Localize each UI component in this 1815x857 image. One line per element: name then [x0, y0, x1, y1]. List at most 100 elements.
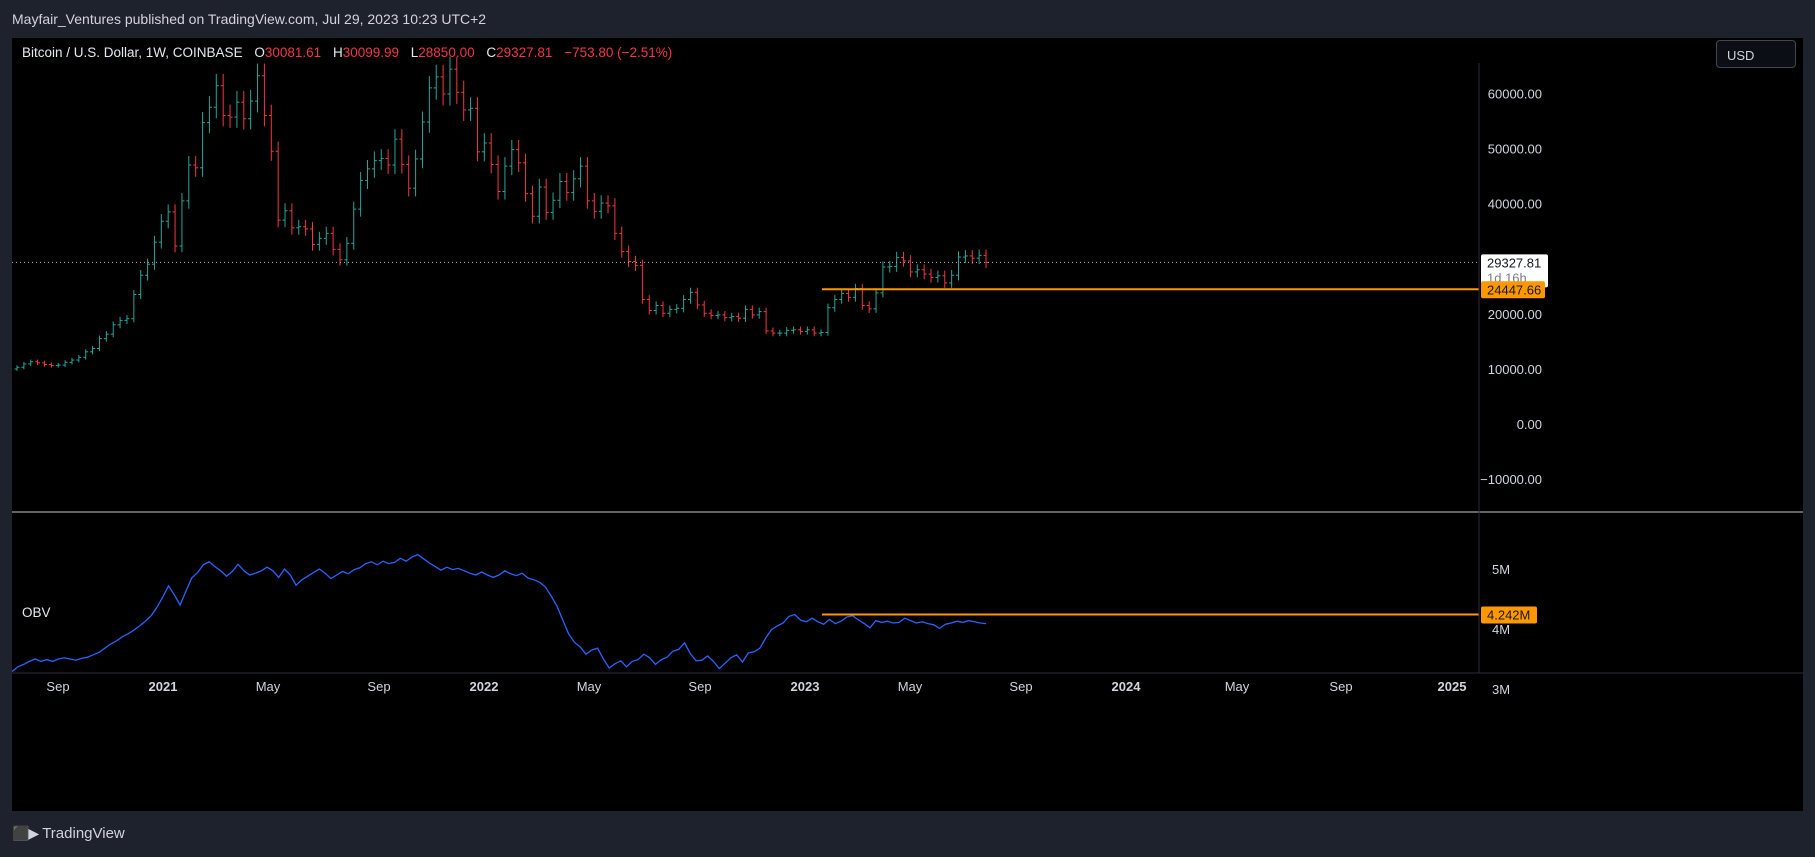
- candle: [529, 185, 535, 224]
- candle: [811, 326, 817, 337]
- time-tick-label: 2023: [791, 679, 820, 694]
- candle: [550, 192, 556, 220]
- candle: [557, 173, 563, 209]
- candle: [481, 133, 487, 162]
- candle: [660, 301, 666, 318]
- time-tick-label: 2021: [149, 679, 178, 694]
- candle: [351, 201, 357, 250]
- obv-level-label-bg: [1481, 606, 1537, 624]
- candle: [516, 139, 522, 172]
- time-tick-label: 2025: [1438, 679, 1467, 694]
- candle: [667, 305, 673, 318]
- price-tick-label: 10000.00: [1488, 362, 1542, 377]
- candle: [949, 270, 955, 288]
- candle: [28, 359, 34, 367]
- time-tick-label: Sep: [1009, 679, 1032, 694]
- candle: [358, 171, 364, 217]
- tradingview-logo[interactable]: ⬛▶ TradingView: [12, 825, 125, 842]
- candle: [852, 283, 858, 302]
- candle: [825, 303, 831, 336]
- candle: [337, 243, 343, 266]
- candle: [186, 155, 192, 209]
- candle: [784, 327, 790, 337]
- price-pane: [12, 56, 1479, 371]
- candle: [887, 260, 893, 273]
- price-tick-label: 0.00: [1517, 417, 1542, 432]
- candle: [736, 312, 742, 322]
- price-level-label-bg: [1481, 281, 1545, 299]
- candle: [461, 80, 467, 121]
- candle: [248, 89, 254, 130]
- time-tick-label: 2022: [470, 679, 499, 694]
- candle: [914, 264, 920, 278]
- candle: [213, 73, 219, 119]
- candle: [296, 219, 302, 235]
- candle: [234, 90, 240, 128]
- candle: [626, 245, 632, 268]
- candle: [502, 157, 508, 200]
- candle: [694, 287, 700, 310]
- chart-svg[interactable]: 60000.00 50000.00 40000.00 20000.00 10000.00…: [11, 38, 1803, 811]
- candle: [770, 327, 776, 337]
- candle: [241, 90, 247, 130]
- close-key: C: [486, 45, 497, 60]
- candle: [413, 149, 419, 197]
- candle: [722, 311, 728, 322]
- candle: [564, 173, 570, 201]
- candle: [14, 365, 20, 371]
- price-level-label: 24447.66: [1487, 282, 1541, 297]
- candle: [145, 258, 151, 281]
- candle: [55, 362, 61, 368]
- candle: [310, 222, 316, 251]
- time-tick-label: Sep: [1329, 679, 1352, 694]
- tradingview-brand-label: TradingView: [42, 825, 125, 842]
- high-key: H: [332, 45, 343, 60]
- candle: [151, 235, 157, 270]
- candle: [509, 139, 515, 176]
- candle: [90, 345, 96, 355]
- candle: [928, 268, 934, 283]
- high-value: 30099.99: [342, 45, 399, 60]
- candle: [447, 56, 453, 106]
- candle: [371, 151, 377, 178]
- candle: [742, 305, 748, 322]
- obv-tick-label: 3M: [1492, 682, 1510, 697]
- obv-pane: [11, 553, 1479, 673]
- candle: [474, 97, 480, 162]
- candle: [839, 288, 845, 304]
- candle: [35, 359, 41, 365]
- candle: [117, 316, 123, 329]
- candle: [103, 331, 109, 342]
- obv-level-label: 4.242M: [1487, 607, 1530, 622]
- candle: [729, 312, 735, 322]
- price-tick-label: 40000.00: [1488, 197, 1542, 212]
- price-tick-label: −10000.00: [1480, 472, 1542, 487]
- candle: [289, 203, 295, 235]
- candle: [859, 283, 865, 310]
- candle: [763, 307, 769, 335]
- candle: [687, 287, 693, 304]
- candle: [646, 295, 652, 315]
- price-tick-label: 20000.00: [1488, 307, 1542, 322]
- time-tick-label: Sep: [688, 679, 711, 694]
- currency-button[interactable]: USD: [1716, 40, 1796, 68]
- candle: [584, 157, 590, 209]
- candle: [261, 63, 267, 127]
- chart-area[interactable]: 60000.00 50000.00 40000.00 20000.00 10000.00…: [11, 38, 1803, 811]
- candle: [323, 226, 329, 245]
- obv-indicator-label[interactable]: OBV: [22, 605, 51, 620]
- candle: [976, 249, 982, 264]
- time-tick-label: May: [1225, 679, 1250, 694]
- top-bar: Mayfair_Ventures published on TradingVie…: [0, 0, 1815, 38]
- candle: [571, 170, 577, 201]
- candle: [983, 249, 989, 269]
- open-key: O: [254, 45, 265, 60]
- candle: [818, 329, 824, 337]
- candle: [701, 300, 707, 318]
- symbol-name: Bitcoin / U.S. Dollar, 1W, COINBASE: [22, 45, 243, 60]
- candle: [316, 231, 322, 251]
- symbol-legend[interactable]: Bitcoin / U.S. Dollar, 1W, COINBASE O 300…: [22, 45, 672, 60]
- candle: [846, 288, 852, 302]
- candle: [880, 261, 886, 298]
- time-tick-label: May: [577, 679, 602, 694]
